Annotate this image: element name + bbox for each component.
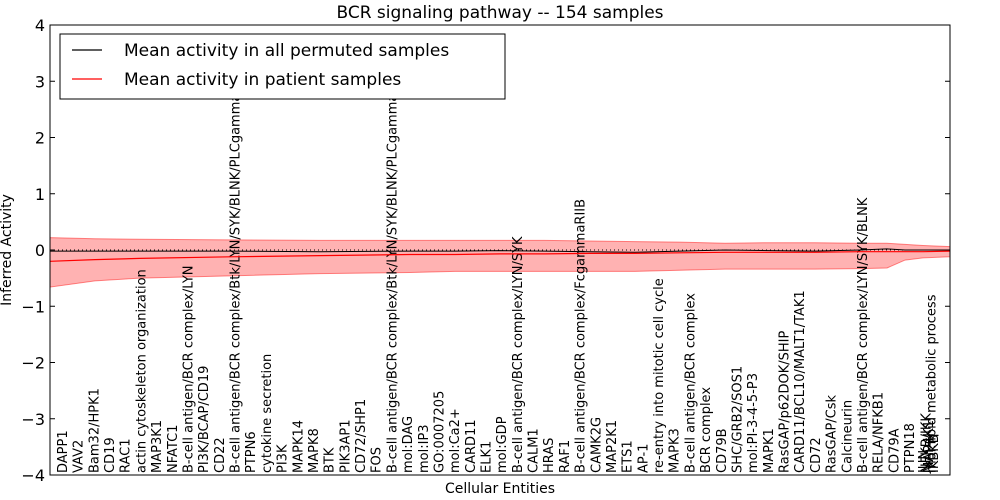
legend-label-permuted: Mean activity in all permuted samples (124, 41, 449, 61)
entity-label-layer: DAPP1 VAV2 Bam32/HPK1 CD19 RAC1 actin cytoske… (56, 85, 942, 474)
entity-label: DAPP1 (56, 430, 71, 473)
legend-box (59, 33, 506, 100)
entity-label: re-entry into mitotic cell cycle (652, 278, 667, 473)
entity-label: CARD11 (464, 419, 479, 473)
entity-label-crowded: JUN (917, 450, 932, 474)
entity-label: B-cell antigen/BCR complex/Btk/LYN/SYK/B… (385, 85, 400, 473)
entity-label: B-cell antigen/BCR complex/LYN/SYK/BLNK (856, 197, 871, 473)
y-tick-label: −4 (21, 466, 45, 485)
entity-label: MAPK1 (762, 428, 777, 473)
y-axis-label: Inferred Activity (0, 194, 15, 306)
entity-label: B-cell antigen/BCR complex/LYN (182, 266, 197, 473)
entity-label: mol:Ca2+ (448, 408, 463, 473)
y-tick-label: 4 (35, 16, 45, 35)
entity-label: CALM1 (527, 428, 542, 473)
entity-label: actin cytoskeleton organization (134, 269, 149, 473)
entity-label: B-cell antigen/BCR complex/LYN/SYK (511, 236, 526, 473)
entity-label: mol:IP3 (417, 424, 432, 473)
entity-label-crowded: MAP4K1 (922, 420, 937, 473)
entity-label: mol:GDP (495, 416, 510, 473)
entity-label: CD79A (887, 428, 902, 473)
entity-label: B-cell antigen/BCR complex/FcgammaRIIB (574, 199, 589, 473)
entity-label: GO:0007205 (432, 391, 447, 473)
entity-label: MAP2K1 (605, 420, 620, 473)
entity-label: PI3K (276, 444, 291, 473)
entity-label: VAV2 (72, 440, 87, 473)
entity-label: NFATC1 (166, 425, 181, 473)
entity-label: BTK (323, 447, 338, 473)
entity-label: CAMK2G (589, 417, 604, 473)
entity-label-crowded: IKBKB (927, 434, 942, 473)
y-tick-label: −3 (21, 410, 45, 429)
x-axis-label: Cellular Entities (445, 481, 555, 497)
entity-label: RAC1 (119, 438, 134, 473)
entity-label: CD72 (809, 437, 824, 473)
entity-label: BCR complex (699, 387, 714, 473)
entity-label: B-cell antigen/BCR complex (683, 293, 698, 473)
entity-label: MAPK3 (668, 428, 683, 473)
entity-label: Calcineurin (840, 400, 855, 473)
entity-label: CARD11/BCL10/MALT1/TAK1 (793, 290, 808, 473)
entity-label: RAF1 (558, 440, 573, 473)
entity-label: RELA/NFKB1 (872, 392, 887, 473)
entity-label: cytokine secretion (260, 354, 275, 473)
entity-label: PTPN18 (903, 423, 918, 473)
entity-label-crowded: mol:lipid metabolic process (925, 294, 940, 473)
entity-label: PI3K/BCAP/CD19 (197, 366, 212, 473)
entity-label: CD79B (715, 428, 730, 473)
entity-label: PIK3AP1 (338, 420, 353, 473)
entity-label: MAPK14 (291, 420, 306, 473)
y-tick-label: 0 (35, 241, 45, 260)
permuted-mean-line (50, 248, 950, 253)
entity-label: ELK1 (480, 441, 495, 473)
entity-label: AP-1 (636, 444, 651, 473)
entity-label: RasGAP/Csk (825, 394, 840, 473)
entity-label: MAPK8 (307, 428, 322, 473)
y-tick-label: 2 (35, 129, 45, 148)
legend-label-patient: Mean activity in patient samples (124, 70, 401, 90)
y-tick-label: −2 (21, 354, 45, 373)
entity-label: mol:PI-3-4-5-P3 (746, 373, 761, 473)
entity-label: Bam32/HPK1 (87, 388, 102, 473)
entity-label: CD22 (213, 437, 228, 473)
entity-label: FOS (370, 447, 385, 473)
entity-label: mol:DAG (401, 416, 416, 473)
y-tick-label: −1 (21, 297, 45, 316)
entity-label: PTPN6 (244, 431, 259, 473)
series-line-layer (49, 248, 951, 262)
patient-mean-line (49, 250, 951, 262)
y-tick-label: 3 (35, 72, 45, 91)
entity-label: CD72/SHP1 (354, 399, 369, 473)
chart-legend: Mean activity in all permuted samples Me… (59, 33, 506, 100)
entity-label: CD19 (103, 437, 118, 473)
chart-title: BCR signaling pathway -- 154 samples (336, 3, 663, 23)
entity-label: ETS1 (621, 440, 636, 473)
entity-label: HRAS (542, 438, 557, 473)
entity-label: B-cell antigen/BCR complex/Btk/LYN/SYK/B… (229, 85, 244, 473)
entity-label: SHC/GRB2/SOS1 (731, 366, 746, 473)
entity-label: MAP3K1 (150, 420, 165, 473)
entity-label-crowded: NFKB/IKK (920, 413, 935, 473)
y-tick-label: 1 (35, 185, 45, 204)
y-axis-ticks: 4 3 2 1 0 −1 −2 −3 −4 (21, 16, 950, 485)
entity-label: RasGAP/p62DOK/SHIP (778, 331, 793, 473)
